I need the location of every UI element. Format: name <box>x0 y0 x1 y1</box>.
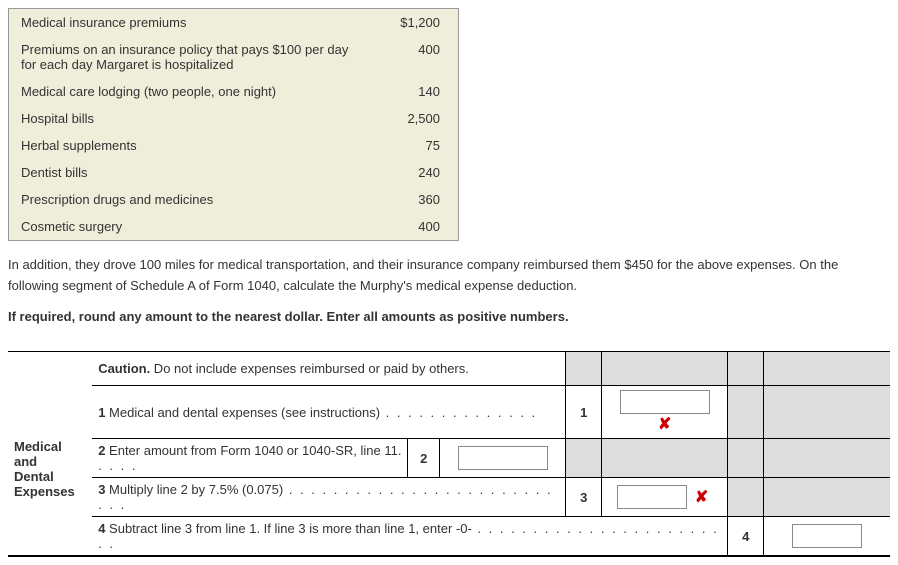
line4-text: 4 Subtract line 3 from line 1. If line 3… <box>92 517 728 557</box>
narrative-text: In addition, they drove 100 miles for me… <box>8 255 890 297</box>
line4-boxnum: 4 <box>728 517 764 557</box>
shade-cell <box>728 439 764 478</box>
expense-value: 240 <box>369 159 459 186</box>
expense-value: 2,500 <box>369 105 459 132</box>
line3-input-cell: ✘ <box>602 478 728 517</box>
x-icon: ✘ <box>691 489 712 506</box>
expense-label: Medical insurance premiums <box>9 9 369 37</box>
expense-label: Herbal supplements <box>9 132 369 159</box>
expense-value: 75 <box>369 132 459 159</box>
expense-value: 360 <box>369 186 459 213</box>
line1-text: 1 Medical and dental expenses (see instr… <box>92 386 566 439</box>
shade-cell <box>764 386 890 439</box>
line2-text: 2 Enter amount from Form 1040 or 1040-SR… <box>92 439 408 478</box>
line4-input[interactable] <box>792 524 862 548</box>
expense-label: Prescription drugs and medicines <box>9 186 369 213</box>
line2-input[interactable] <box>458 446 548 470</box>
shade-cell <box>728 386 764 439</box>
section-label: Medical and Dental Expenses <box>8 352 92 557</box>
expense-label: Medical care lodging (two people, one ni… <box>9 78 369 105</box>
shade-cell <box>764 439 890 478</box>
shade-cell <box>764 352 890 386</box>
shade-cell <box>602 439 728 478</box>
expense-value: 400 <box>369 213 459 241</box>
caution-text: Caution. Do not include expenses reimbur… <box>92 352 566 386</box>
expense-label: Hospital bills <box>9 105 369 132</box>
line3-text: 3 Multiply line 2 by 7.5% (0.075) . . . … <box>92 478 566 517</box>
expense-value: 140 <box>369 78 459 105</box>
shade-cell <box>566 352 602 386</box>
shade-cell <box>566 439 602 478</box>
shade-cell <box>728 478 764 517</box>
expense-table: Medical insurance premiums$1,200 Premium… <box>8 8 459 241</box>
line2-boxnum: 2 <box>408 439 440 478</box>
line4-input-cell <box>764 517 890 557</box>
line1-input-cell: ✘ <box>602 386 728 439</box>
line1-boxnum: 1 <box>566 386 602 439</box>
instruction-text: If required, round any amount to the nea… <box>8 307 890 328</box>
line3-input[interactable] <box>617 485 687 509</box>
expense-label: Dentist bills <box>9 159 369 186</box>
shade-cell <box>764 478 890 517</box>
line1-input[interactable] <box>620 390 710 414</box>
line2-input-cell <box>440 439 566 478</box>
expense-value: $1,200 <box>369 9 459 37</box>
expense-label: Premiums on an insurance policy that pay… <box>9 36 369 78</box>
shade-cell <box>728 352 764 386</box>
shade-cell <box>602 352 728 386</box>
expense-value: 400 <box>369 36 459 78</box>
expense-label: Cosmetic surgery <box>9 213 369 241</box>
line3-boxnum: 3 <box>566 478 602 517</box>
x-icon: ✘ <box>654 416 675 433</box>
schedule-a-form: Medical and Dental Expenses Caution. Do … <box>8 351 890 557</box>
